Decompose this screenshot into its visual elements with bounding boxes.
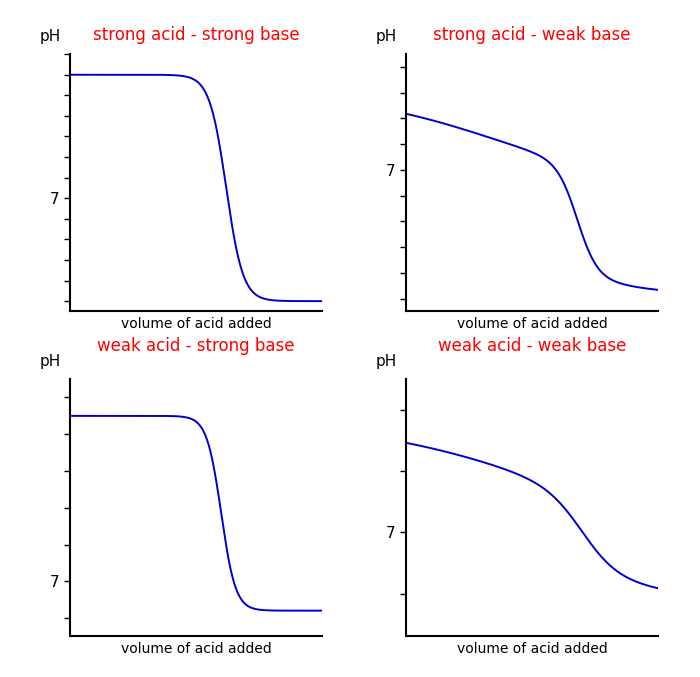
Text: pH: pH bbox=[40, 29, 61, 44]
X-axis label: volume of acid added: volume of acid added bbox=[120, 642, 272, 656]
Text: pH: pH bbox=[40, 354, 61, 369]
Text: strong acid - weak base: strong acid - weak base bbox=[433, 26, 631, 44]
X-axis label: volume of acid added: volume of acid added bbox=[120, 317, 272, 331]
Text: pH: pH bbox=[376, 354, 397, 369]
X-axis label: volume of acid added: volume of acid added bbox=[456, 642, 608, 656]
X-axis label: volume of acid added: volume of acid added bbox=[456, 317, 608, 331]
Text: weak acid - strong base: weak acid - strong base bbox=[97, 337, 295, 355]
Text: weak acid - weak base: weak acid - weak base bbox=[438, 337, 626, 355]
Text: pH: pH bbox=[376, 29, 397, 44]
Text: strong acid - strong base: strong acid - strong base bbox=[92, 26, 300, 44]
